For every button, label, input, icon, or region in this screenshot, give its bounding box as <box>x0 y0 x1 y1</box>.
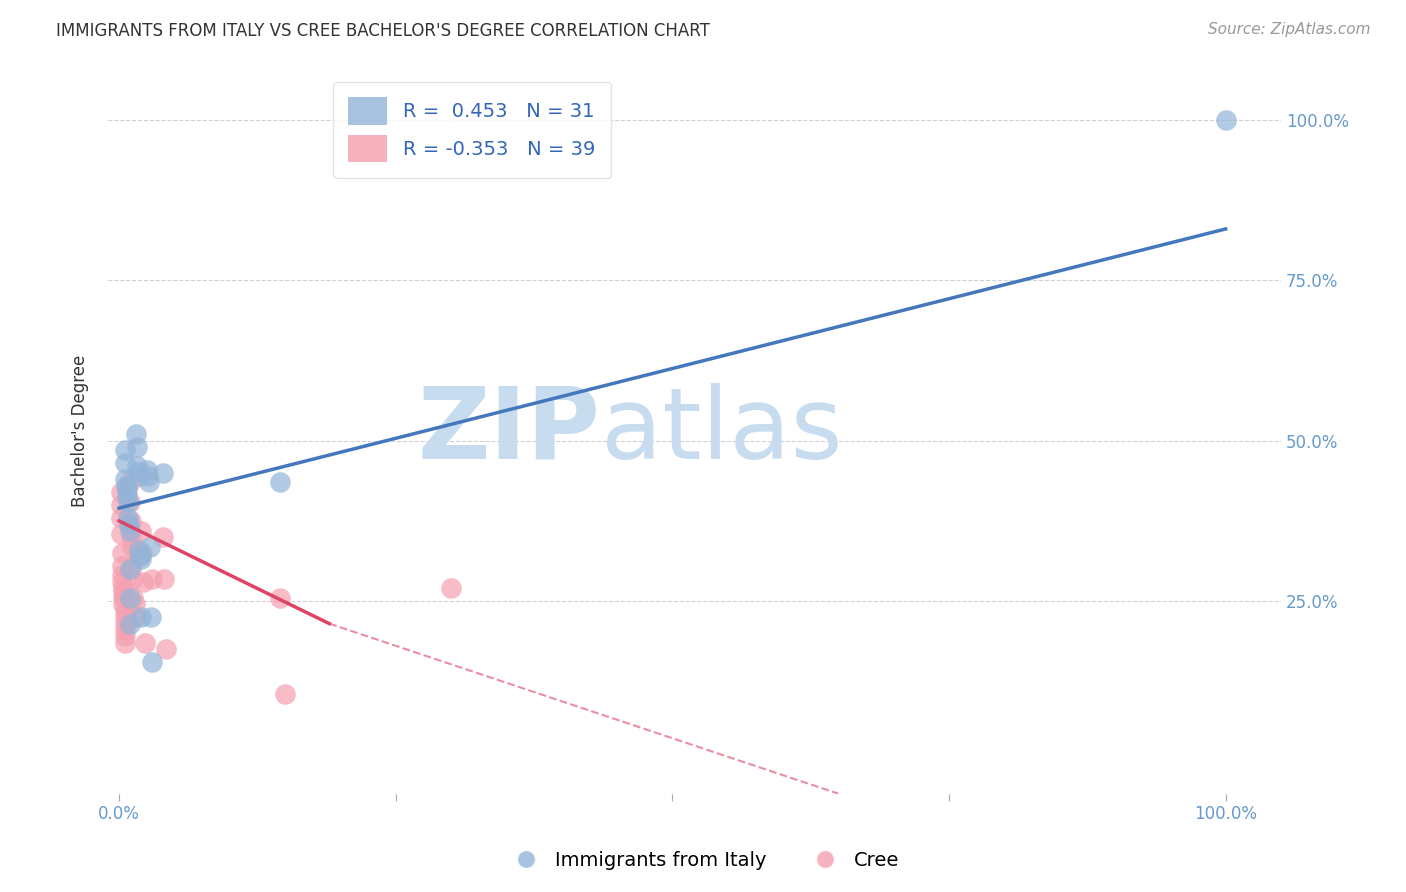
Point <box>112 591 135 605</box>
Text: IMMIGRANTS FROM ITALY VS CREE BACHELOR'S DEGREE CORRELATION CHART: IMMIGRANTS FROM ITALY VS CREE BACHELOR'S… <box>56 22 710 40</box>
Point <box>155 642 177 657</box>
Point <box>120 514 142 528</box>
Point <box>129 549 152 564</box>
Point <box>136 469 159 483</box>
Point <box>110 485 132 500</box>
Point <box>132 574 155 589</box>
Point <box>274 687 297 701</box>
Point <box>111 558 134 573</box>
Point <box>117 494 139 508</box>
Point <box>114 623 136 637</box>
Point <box>114 616 136 631</box>
Point <box>120 494 142 508</box>
Point <box>111 546 134 560</box>
Point <box>117 510 139 524</box>
Point <box>112 584 135 599</box>
Point <box>110 510 132 524</box>
Point <box>139 540 162 554</box>
Point <box>115 482 138 496</box>
Point <box>127 465 149 479</box>
Point <box>128 469 150 483</box>
Point <box>129 610 152 624</box>
Text: atlas: atlas <box>600 383 842 480</box>
Text: Source: ZipAtlas.com: Source: ZipAtlas.com <box>1208 22 1371 37</box>
Point <box>120 591 142 605</box>
Point <box>114 636 136 650</box>
Legend: R =  0.453   N = 31, R = -0.353   N = 39: R = 0.453 N = 31, R = -0.353 N = 39 <box>333 82 610 178</box>
Text: ZIP: ZIP <box>418 383 600 480</box>
Point <box>138 475 160 490</box>
Point <box>114 630 136 644</box>
Point <box>112 582 135 596</box>
Point <box>114 456 136 470</box>
Point <box>115 488 138 502</box>
Point <box>141 610 163 624</box>
Point <box>111 568 134 582</box>
Point <box>124 427 146 442</box>
Legend: Immigrants from Italy, Cree: Immigrants from Italy, Cree <box>499 843 907 878</box>
Point <box>114 443 136 458</box>
Point <box>131 546 153 560</box>
Point <box>122 591 145 605</box>
Point <box>114 604 136 618</box>
Point <box>128 542 150 557</box>
Point <box>110 498 132 512</box>
Point <box>269 475 291 490</box>
Point <box>141 572 163 586</box>
Y-axis label: Bachelor's Degree: Bachelor's Degree <box>72 355 89 508</box>
Point <box>135 462 157 476</box>
Point <box>114 472 136 486</box>
Point <box>152 466 174 480</box>
Point <box>134 636 156 650</box>
Point <box>129 552 152 566</box>
Point <box>124 610 146 624</box>
Point <box>1215 112 1237 127</box>
Point <box>114 610 136 624</box>
Point <box>114 478 136 492</box>
Point <box>120 562 142 576</box>
Point <box>125 440 148 454</box>
Point <box>129 524 152 538</box>
Point <box>120 475 142 490</box>
Point <box>124 598 146 612</box>
Point <box>120 524 142 538</box>
Point <box>269 591 291 605</box>
Point <box>122 572 145 586</box>
Point <box>141 655 163 669</box>
Point <box>112 598 135 612</box>
Point <box>125 459 148 474</box>
Point <box>111 574 134 589</box>
Point <box>152 530 174 544</box>
Point <box>440 582 463 596</box>
Point <box>120 616 142 631</box>
Point <box>110 526 132 541</box>
Point <box>118 517 141 532</box>
Point <box>120 530 142 544</box>
Point <box>153 572 176 586</box>
Point <box>121 558 143 573</box>
Point <box>121 540 143 554</box>
